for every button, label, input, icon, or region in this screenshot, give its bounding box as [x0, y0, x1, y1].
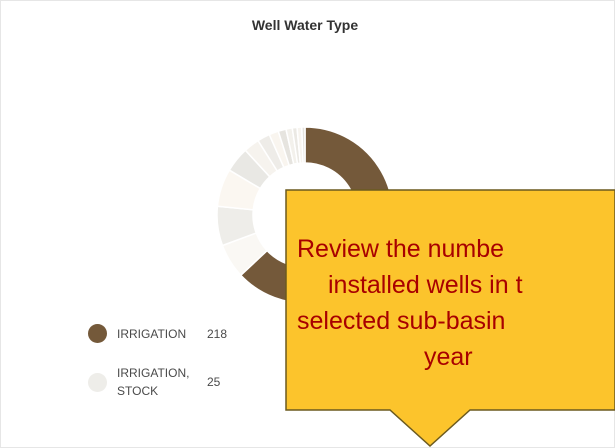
callout-line: installed wells in t	[328, 271, 523, 299]
callout-line: Review the numbe	[297, 235, 504, 263]
callout-box	[285, 189, 615, 448]
callout-text: Review the numbe installed wells in t sele…	[297, 235, 523, 371]
callout-line: selected sub-basin	[297, 307, 505, 335]
legend-label: IRRIGATION	[117, 326, 187, 341]
legend-value: 25	[207, 375, 221, 389]
legend-value: 218	[207, 326, 228, 341]
pie-slice	[301, 126, 306, 164]
chart-title: Well Water Type	[252, 17, 359, 33]
legend-item: IRRIGATION, STOCK 25	[88, 364, 247, 400]
legend-label: IRRIGATION, STOCK	[117, 366, 190, 398]
callout-line: year	[424, 343, 473, 371]
legend-swatch	[88, 324, 107, 343]
legend-item: IRRIGATION 218	[88, 324, 247, 343]
legend-swatch	[88, 372, 107, 392]
